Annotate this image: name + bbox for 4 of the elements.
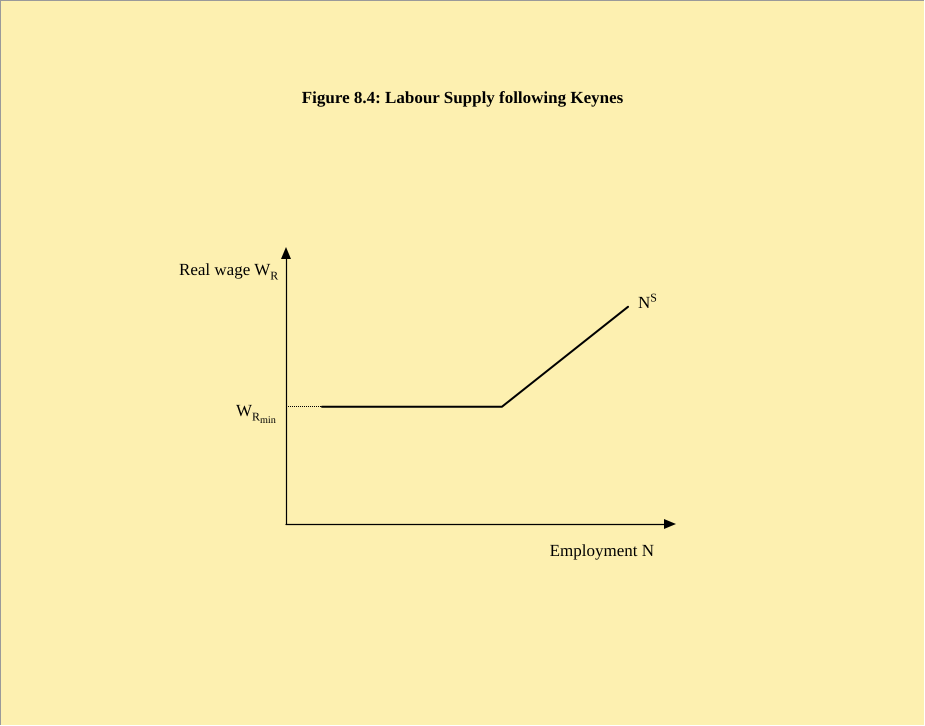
x-axis-title: Employment N — [550, 541, 654, 560]
chart-title: Figure 8.4: Labour Supply following Keynes — [302, 88, 624, 107]
series-label: N$^{S}$ — [638, 290, 657, 312]
y-axis-title: Real wage W$_{R}$ — [179, 260, 278, 282]
